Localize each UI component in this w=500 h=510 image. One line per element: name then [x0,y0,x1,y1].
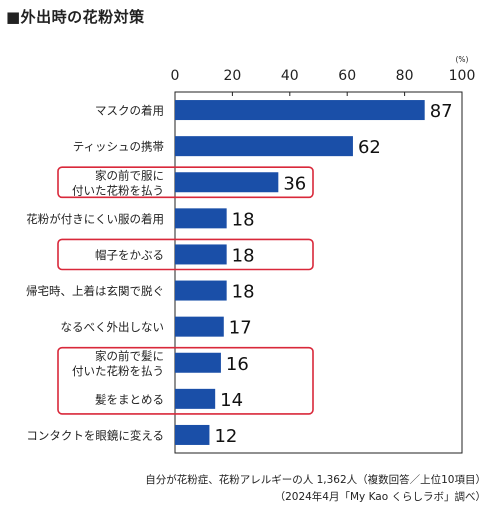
data-label: 14 [220,390,243,411]
category-label: 付いた花粉を払う [72,364,164,378]
bar [175,208,227,229]
data-label: 17 [229,318,252,339]
x-tick-label: 80 [396,68,414,84]
data-label: 12 [214,426,237,447]
bar [175,100,425,121]
source-note: 自分が花粉症、花粉アレルギーの人 1,362人（複数回答／上位10項目） [145,474,486,486]
survey-note: （2024年4月「My Kao くらしラボ」調べ） [274,491,486,503]
x-tick-label: 100 [449,68,476,84]
data-label: 87 [430,101,453,122]
category-label: なるべく外出しない [61,320,165,334]
highlight-box [57,166,314,199]
category-label: 花粉が付きにくい服の着用 [26,212,164,226]
category-label: 帽子をかぶる [95,248,164,262]
bar [175,136,353,157]
plot-frame [174,91,463,454]
bar [175,280,227,301]
bar [175,244,227,265]
data-label: 62 [358,137,381,158]
bar [175,172,279,193]
data-label: 18 [232,245,255,266]
category-label: 家の前で髪に [95,349,164,363]
x-tick-label: 0 [171,68,180,84]
category-label: 帰宅時、上着は玄関で脱ぐ [26,284,164,298]
category-label: マスクの着用 [95,104,164,118]
x-tick-label: 60 [338,68,356,84]
data-label: 16 [226,354,249,375]
category-label: 家の前で服に [95,168,164,182]
bar [175,424,210,445]
data-label: 36 [283,173,306,194]
unit-label: (%) [456,55,469,64]
bar [175,388,216,409]
chart-title: ■外出時の花粉対策 [6,8,145,26]
category-label: ティッシュの携帯 [73,140,164,154]
data-label: 18 [232,282,255,303]
highlight-box [57,238,314,271]
category-label: コンタクトを眼鏡に変える [26,428,164,442]
data-label: 18 [232,209,255,230]
category-label: 髪をまとめる [95,392,164,406]
bar [175,316,224,337]
bar [175,352,221,373]
category-label: 付いた花粉を払う [72,183,164,197]
x-tick-label: 20 [223,68,241,84]
highlight-box [57,346,314,415]
x-tick-label: 40 [281,68,299,84]
